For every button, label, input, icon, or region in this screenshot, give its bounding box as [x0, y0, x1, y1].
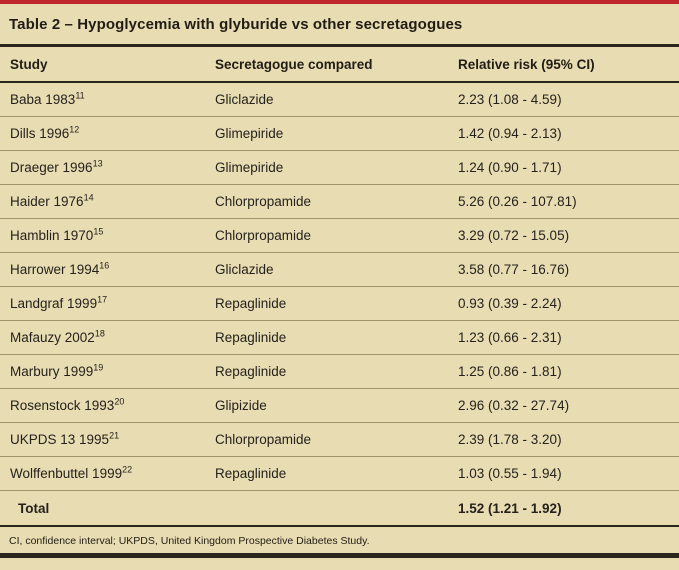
table-row: Wolffenbuttel 199922 Repaglinide 1.03 (0…: [0, 457, 679, 490]
secretagogue-cell: Glimepiride: [215, 126, 284, 141]
table-row: Harrower 199416 Gliclazide 3.58 (0.77 - …: [0, 253, 679, 286]
reference-superscript: 12: [69, 126, 80, 135]
table-row: Rosenstock 199320 Glipizide 2.96 (0.32 -…: [0, 389, 679, 422]
column-header-relative-risk: Relative risk (95% CI): [458, 56, 595, 72]
table-row: Haider 197614 Chlorpropamide 5.26 (0.26 …: [0, 185, 679, 218]
reference-superscript: 21: [109, 432, 120, 441]
row-divider: [0, 422, 679, 423]
study-cell: Baba 198311: [10, 92, 215, 107]
row-divider: [0, 490, 679, 491]
study-name: Marbury 1999: [10, 364, 94, 379]
study-name: Wolffenbuttel 1999: [10, 466, 123, 481]
relative-risk-cell: 1.25 (0.86 - 1.81): [458, 364, 562, 379]
study-cell: Hamblin 197015: [10, 228, 215, 243]
divider-above-footnote: [0, 525, 679, 527]
relative-risk-cell: 3.58 (0.77 - 16.76): [458, 262, 570, 277]
study-name: Rosenstock 1993: [10, 398, 115, 413]
reference-superscript: 20: [114, 398, 125, 407]
reference-superscript: 17: [97, 296, 108, 305]
top-red-rule: [0, 0, 679, 4]
row-divider: [0, 184, 679, 185]
reference-superscript: 18: [94, 330, 105, 339]
study-cell: Mafauzy 200218: [10, 330, 215, 345]
study-cell: UKPDS 13 199521: [10, 432, 215, 447]
study-name: Hamblin 1970: [10, 228, 94, 243]
row-divider: [0, 354, 679, 355]
relative-risk-cell: 1.42 (0.94 - 2.13): [458, 126, 562, 141]
row-divider: [0, 320, 679, 321]
secretagogue-cell: Gliclazide: [215, 92, 274, 107]
reference-superscript: 19: [93, 364, 104, 373]
secretagogue-cell: Glimepiride: [215, 160, 284, 175]
reference-superscript: 22: [122, 466, 133, 475]
relative-risk-cell: 0.93 (0.39 - 2.24): [458, 296, 562, 311]
relative-risk-cell: 5.26 (0.26 - 107.81): [458, 194, 577, 209]
reference-superscript: 14: [83, 194, 94, 203]
study-name: Haider 1976: [10, 194, 84, 209]
divider-under-title: [0, 44, 679, 47]
relative-risk-cell: 3.29 (0.72 - 15.05): [458, 228, 570, 243]
table-row: Dills 199612 Glimepiride 1.42 (0.94 - 2.…: [0, 117, 679, 150]
secretagogue-cell: Chlorpropamide: [215, 228, 312, 243]
relative-risk-cell: 2.96 (0.32 - 27.74): [458, 398, 570, 413]
study-name: Harrower 1994: [10, 262, 100, 277]
bottom-rule: [0, 553, 679, 558]
table-row: Hamblin 197015 Chlorpropamide 3.29 (0.72…: [0, 219, 679, 252]
table-title: Table 2 – Hypoglycemia with glyburide vs…: [9, 16, 463, 33]
table-row: Draeger 199613 Glimepiride 1.24 (0.90 - …: [0, 151, 679, 184]
row-divider: [0, 218, 679, 219]
row-divider: [0, 388, 679, 389]
row-divider: [0, 116, 679, 117]
study-name: Dills 1996: [10, 126, 70, 141]
secretagogue-cell: Repaglinide: [215, 330, 287, 345]
relative-risk-cell: 1.24 (0.90 - 1.71): [458, 160, 562, 175]
study-cell: Wolffenbuttel 199922: [10, 466, 215, 481]
study-name: Landgraf 1999: [10, 296, 98, 311]
study-cell: Haider 197614: [10, 194, 215, 209]
table-row: Baba 198311 Gliclazide 2.23 (1.08 - 4.59…: [0, 83, 679, 116]
divider-under-header: [0, 81, 679, 83]
secretagogue-cell: Chlorpropamide: [215, 194, 312, 209]
study-cell: Marbury 199919: [10, 364, 215, 379]
column-header-secretagogue: Secretagogue compared: [215, 56, 373, 72]
reference-superscript: 16: [99, 262, 110, 271]
row-divider: [0, 456, 679, 457]
row-divider: [0, 252, 679, 253]
relative-risk-cell: 1.03 (0.55 - 1.94): [458, 466, 562, 481]
total-relative-risk-cell: 1.52 (1.21 - 1.92): [458, 500, 562, 516]
study-cell: Dills 199612: [10, 126, 215, 141]
secretagogue-cell: Repaglinide: [215, 296, 287, 311]
table-row: Marbury 199919 Repaglinide 1.25 (0.86 - …: [0, 355, 679, 388]
relative-risk-cell: 2.39 (1.78 - 3.20): [458, 432, 562, 447]
relative-risk-cell: 1.23 (0.66 - 2.31): [458, 330, 562, 345]
study-cell: Rosenstock 199320: [10, 398, 215, 413]
reference-superscript: 15: [93, 228, 104, 237]
table-row: UKPDS 13 199521 Chlorpropamide 2.39 (1.7…: [0, 423, 679, 456]
study-cell: Landgraf 199917: [10, 296, 215, 311]
study-name: Baba 1983: [10, 92, 76, 107]
secretagogue-cell: Repaglinide: [215, 466, 287, 481]
study-name: Draeger 1996: [10, 160, 93, 175]
study-cell: Harrower 199416: [10, 262, 215, 277]
secretagogue-cell: Glipizide: [215, 398, 267, 413]
secretagogue-cell: Repaglinide: [215, 364, 287, 379]
table-total-row: Total 1.52 (1.21 - 1.92): [0, 491, 679, 525]
secretagogue-cell: Gliclazide: [215, 262, 274, 277]
reference-superscript: 11: [75, 92, 85, 101]
column-header-study: Study: [10, 56, 48, 72]
relative-risk-cell: 2.23 (1.08 - 4.59): [458, 92, 562, 107]
study-name: UKPDS 13 1995: [10, 432, 110, 447]
secretagogue-cell: Chlorpropamide: [215, 432, 312, 447]
table-row: Mafauzy 200218 Repaglinide 1.23 (0.66 - …: [0, 321, 679, 354]
row-divider: [0, 286, 679, 287]
study-name: Mafauzy 2002: [10, 330, 95, 345]
table-footnote: CI, confidence interval; UKPDS, United K…: [9, 535, 370, 547]
study-cell: Draeger 199613: [10, 160, 215, 175]
reference-superscript: 13: [92, 160, 103, 169]
table-row: Landgraf 199917 Repaglinide 0.93 (0.39 -…: [0, 287, 679, 320]
row-divider: [0, 150, 679, 151]
total-label: Total: [18, 500, 50, 516]
table-header-row: Study Secretagogue compared Relative ris…: [0, 47, 679, 81]
